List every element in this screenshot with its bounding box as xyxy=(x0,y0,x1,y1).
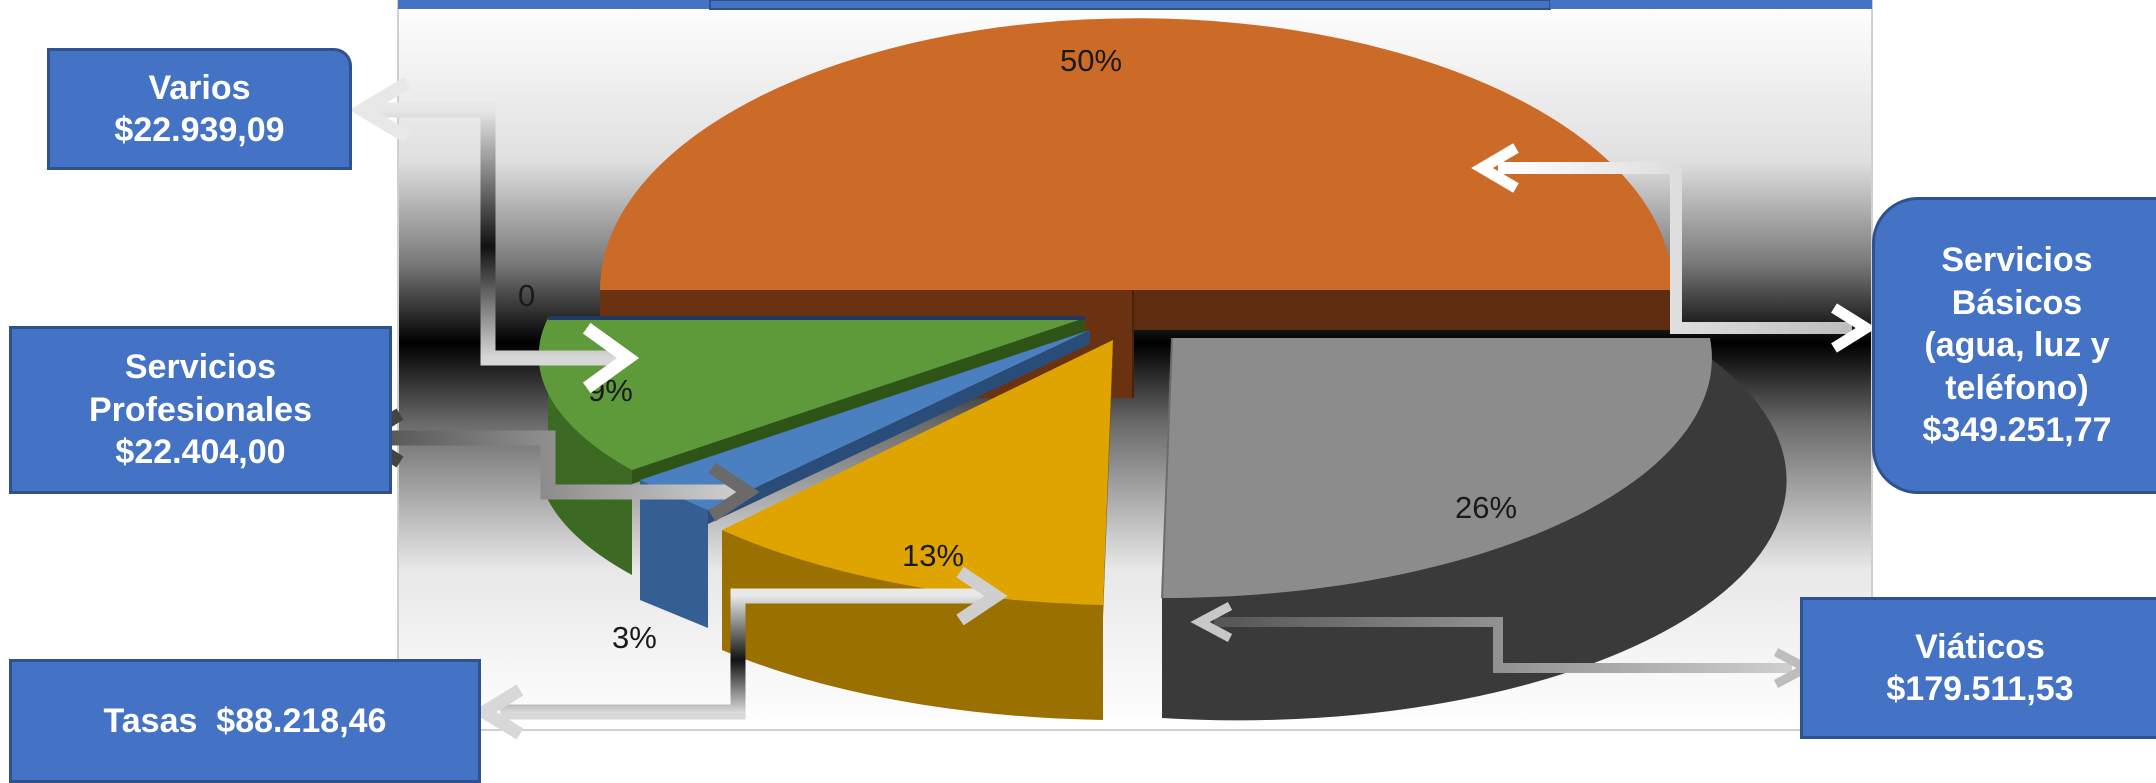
arrow-tasas xyxy=(471,566,1008,740)
callout-basicos-line2: Básicos xyxy=(1951,283,2083,322)
callout-profesionales-amount: $22.404,00 xyxy=(115,433,286,472)
callout-viaticos-amount: $179.511,53 xyxy=(1886,670,2074,708)
top-frame-title-box xyxy=(709,0,1551,10)
callout-tasas: Tasas $88.218,46 xyxy=(9,659,481,783)
callout-tasas-text: Tasas $88.218,46 xyxy=(103,701,387,740)
slice-servicios-profesionales xyxy=(640,330,1090,628)
top-frame-left xyxy=(398,0,710,9)
callout-basicos-line1: Servicios xyxy=(1941,241,2093,280)
callout-basicos-line3: (agua, luz y xyxy=(1924,326,2110,365)
callout-basicos-line4: teléfono) xyxy=(1945,368,2089,407)
callout-varios-name: Varios xyxy=(148,68,251,107)
pct-label-50: 50% xyxy=(1060,43,1122,78)
pct-label-26: 26% xyxy=(1455,490,1517,525)
callout-varios-amount: $22.939,09 xyxy=(114,111,285,149)
callout-profesionales-line1: Servicios xyxy=(124,348,277,387)
pct-label-13: 13% xyxy=(902,538,964,573)
callout-viaticos-name: Viáticos xyxy=(1915,627,2045,666)
arrow-varios xyxy=(349,77,640,394)
slice-varios xyxy=(538,318,1085,575)
pct-label-3: 3% xyxy=(612,620,657,655)
callout-profesionales-line2: Profesionales xyxy=(89,390,312,429)
callout-servicios-basicos: Servicios Básicos (agua, luz y teléfono)… xyxy=(1872,197,2156,494)
top-frame-right xyxy=(1550,0,1872,9)
callout-varios: Varios $22.939,09 xyxy=(47,48,352,170)
callout-servicios-profesionales: Servicios Profesionales $22.404,00 xyxy=(9,326,392,494)
slice-tasas xyxy=(722,340,1113,720)
arrow-servicios-basicos xyxy=(1471,143,1877,353)
pct-label-0: 0 xyxy=(518,278,535,313)
callout-basicos-amount: $349.251,77 xyxy=(1922,411,2112,450)
callout-viaticos: Viáticos $179.511,53 xyxy=(1800,597,2156,739)
